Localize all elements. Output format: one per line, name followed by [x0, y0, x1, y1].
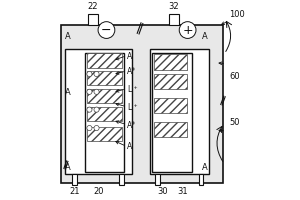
Text: 100: 100	[229, 10, 245, 19]
Bar	[87, 107, 122, 121]
Bar	[85, 53, 124, 172]
Circle shape	[87, 125, 92, 131]
Bar	[69, 53, 85, 172]
Text: Li⁺: Li⁺	[127, 85, 138, 94]
Bar	[88, 14, 98, 25]
Bar	[154, 74, 187, 89]
Text: A: A	[127, 142, 133, 151]
Bar	[87, 89, 122, 103]
Text: 30: 30	[158, 187, 168, 196]
Text: A*: A*	[127, 67, 136, 76]
Text: 22: 22	[87, 2, 98, 11]
Circle shape	[94, 89, 99, 94]
Bar	[72, 174, 77, 185]
Bar	[65, 49, 132, 174]
Bar	[154, 98, 187, 113]
Text: A: A	[202, 163, 207, 172]
Text: 21: 21	[70, 187, 80, 196]
Bar	[61, 25, 223, 183]
Bar	[87, 127, 122, 141]
Bar	[199, 174, 203, 185]
Circle shape	[87, 107, 92, 112]
Circle shape	[87, 89, 92, 94]
Circle shape	[94, 107, 99, 112]
Text: +: +	[182, 24, 193, 37]
Bar	[87, 71, 122, 85]
Bar	[119, 174, 124, 185]
Circle shape	[94, 125, 99, 131]
Text: A: A	[202, 32, 207, 41]
Text: A: A	[127, 52, 133, 61]
Text: A*: A*	[127, 121, 136, 130]
Text: Li⁺: Li⁺	[127, 103, 138, 112]
Bar	[87, 53, 122, 68]
Text: A: A	[65, 163, 71, 172]
Bar	[194, 53, 206, 172]
Text: A: A	[65, 32, 71, 41]
Bar	[169, 14, 179, 25]
Bar	[150, 49, 209, 174]
Bar	[152, 53, 192, 172]
Text: −: −	[101, 24, 112, 37]
Circle shape	[87, 71, 92, 77]
Circle shape	[94, 71, 99, 77]
Bar	[154, 54, 187, 70]
Text: A: A	[65, 88, 71, 97]
Text: 60: 60	[229, 72, 240, 81]
Text: 20: 20	[93, 187, 104, 196]
Bar	[155, 174, 160, 185]
Bar	[154, 122, 187, 137]
Text: 32: 32	[168, 2, 179, 11]
Text: 50: 50	[229, 118, 240, 127]
Text: 31: 31	[177, 187, 188, 196]
